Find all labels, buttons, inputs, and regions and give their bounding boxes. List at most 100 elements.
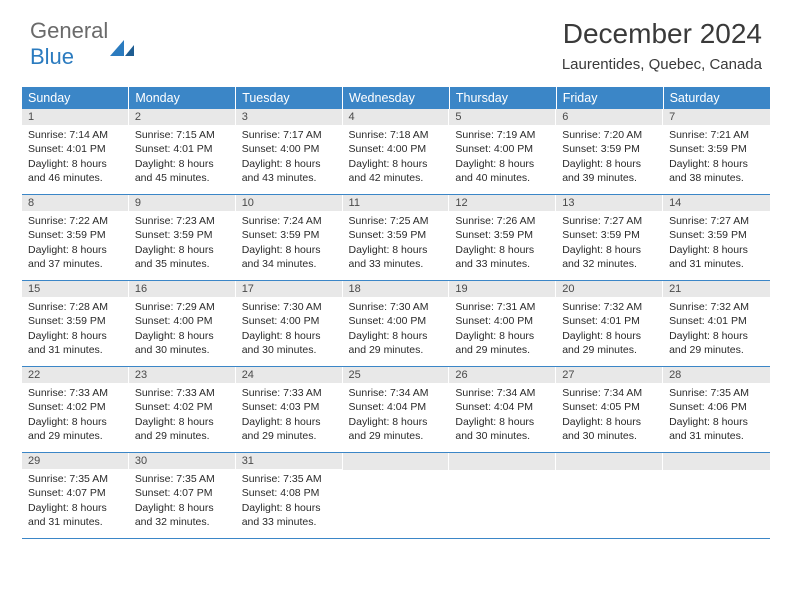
week-row: 29Sunrise: 7:35 AMSunset: 4:07 PMDayligh… [22, 452, 770, 538]
daylight-line: Daylight: 8 hours and 37 minutes. [28, 244, 107, 270]
weekday-header: Saturday [663, 87, 770, 109]
day-cell: 26Sunrise: 7:34 AMSunset: 4:04 PMDayligh… [449, 366, 556, 452]
day-body: Sunrise: 7:32 AMSunset: 4:01 PMDaylight:… [556, 297, 663, 366]
day-cell [663, 452, 770, 538]
day-number: 21 [663, 281, 770, 297]
day-number: 15 [22, 281, 129, 297]
day-body: Sunrise: 7:35 AMSunset: 4:06 PMDaylight:… [663, 383, 770, 452]
day-number: 30 [129, 453, 236, 469]
sunrise-line: Sunrise: 7:34 AM [455, 387, 535, 399]
sunrise-line: Sunrise: 7:17 AM [242, 129, 322, 141]
day-cell [449, 452, 556, 538]
day-body: Sunrise: 7:19 AMSunset: 4:00 PMDaylight:… [449, 125, 556, 194]
weekday-header: Thursday [449, 87, 556, 109]
day-number: 29 [22, 453, 129, 469]
sunrise-line: Sunrise: 7:34 AM [562, 387, 642, 399]
day-cell: 29Sunrise: 7:35 AMSunset: 4:07 PMDayligh… [22, 452, 129, 538]
day-cell: 14Sunrise: 7:27 AMSunset: 3:59 PMDayligh… [663, 194, 770, 280]
day-body: Sunrise: 7:32 AMSunset: 4:01 PMDaylight:… [663, 297, 770, 366]
sunset-line: Sunset: 4:01 PM [562, 315, 640, 327]
sunset-line: Sunset: 3:59 PM [28, 315, 106, 327]
day-body: Sunrise: 7:27 AMSunset: 3:59 PMDaylight:… [663, 211, 770, 280]
daylight-line: Daylight: 8 hours and 29 minutes. [242, 416, 321, 442]
day-cell: 13Sunrise: 7:27 AMSunset: 3:59 PMDayligh… [556, 194, 663, 280]
sunset-line: Sunset: 3:59 PM [28, 229, 106, 241]
day-cell: 19Sunrise: 7:31 AMSunset: 4:00 PMDayligh… [449, 280, 556, 366]
sunrise-line: Sunrise: 7:29 AM [135, 301, 215, 313]
sunrise-line: Sunrise: 7:24 AM [242, 215, 322, 227]
sunset-line: Sunset: 4:00 PM [455, 143, 533, 155]
logo-text-1: General [30, 18, 108, 43]
day-cell: 20Sunrise: 7:32 AMSunset: 4:01 PMDayligh… [556, 280, 663, 366]
day-body: Sunrise: 7:33 AMSunset: 4:02 PMDaylight:… [129, 383, 236, 452]
day-cell: 3Sunrise: 7:17 AMSunset: 4:00 PMDaylight… [236, 109, 343, 194]
day-cell: 21Sunrise: 7:32 AMSunset: 4:01 PMDayligh… [663, 280, 770, 366]
sunset-line: Sunset: 4:05 PM [562, 401, 640, 413]
day-number [663, 453, 770, 470]
day-body: Sunrise: 7:18 AMSunset: 4:00 PMDaylight:… [343, 125, 450, 194]
daylight-line: Daylight: 8 hours and 39 minutes. [562, 158, 641, 184]
day-cell: 10Sunrise: 7:24 AMSunset: 3:59 PMDayligh… [236, 194, 343, 280]
day-cell: 11Sunrise: 7:25 AMSunset: 3:59 PMDayligh… [343, 194, 450, 280]
day-cell: 24Sunrise: 7:33 AMSunset: 4:03 PMDayligh… [236, 366, 343, 452]
day-cell: 27Sunrise: 7:34 AMSunset: 4:05 PMDayligh… [556, 366, 663, 452]
title-block: December 2024 Laurentides, Quebec, Canad… [562, 18, 762, 73]
day-body: Sunrise: 7:29 AMSunset: 4:00 PMDaylight:… [129, 297, 236, 366]
day-body: Sunrise: 7:34 AMSunset: 4:04 PMDaylight:… [343, 383, 450, 452]
day-number: 9 [129, 195, 236, 211]
daylight-line: Daylight: 8 hours and 30 minutes. [562, 416, 641, 442]
daylight-line: Daylight: 8 hours and 31 minutes. [28, 330, 107, 356]
daylight-line: Daylight: 8 hours and 32 minutes. [135, 502, 214, 528]
day-body [663, 470, 770, 528]
day-body: Sunrise: 7:34 AMSunset: 4:04 PMDaylight:… [449, 383, 556, 452]
day-body [556, 470, 663, 528]
week-row: 8Sunrise: 7:22 AMSunset: 3:59 PMDaylight… [22, 194, 770, 280]
sunrise-line: Sunrise: 7:22 AM [28, 215, 108, 227]
calendar-table: SundayMondayTuesdayWednesdayThursdayFrid… [22, 87, 770, 539]
day-number [343, 453, 450, 470]
day-number: 6 [556, 109, 663, 125]
day-number: 19 [449, 281, 556, 297]
day-number: 1 [22, 109, 129, 125]
day-body: Sunrise: 7:22 AM Sunset: 3:59 PM Daylight:… [22, 211, 129, 280]
daylight-line: Daylight: 8 hours and 29 minutes. [562, 330, 641, 356]
sunset-line: Sunset: 3:59 PM [562, 229, 640, 241]
day-number: 13 [556, 195, 663, 211]
sunrise-line: Sunrise: 7:30 AM [349, 301, 429, 313]
daylight-line: Daylight: 8 hours and 29 minutes. [669, 330, 748, 356]
day-body: Sunrise: 7:24 AMSunset: 3:59 PMDaylight:… [236, 211, 343, 280]
sunrise-line: Sunrise: 7:28 AM [28, 301, 108, 313]
sunset-line: Sunset: 4:00 PM [242, 143, 320, 155]
sunset-line: Sunset: 4:01 PM [135, 143, 213, 155]
day-number: 11 [343, 195, 450, 211]
day-body: Sunrise: 7:30 AMSunset: 4:00 PMDaylight:… [343, 297, 450, 366]
day-body: Sunrise: 7:21 AMSunset: 3:59 PMDaylight:… [663, 125, 770, 194]
sunset-line: Sunset: 3:59 PM [669, 229, 747, 241]
sunrise-line: Sunrise: 7:18 AM [349, 129, 429, 141]
daylight-line: Daylight: 8 hours and 31 minutes. [669, 244, 748, 270]
sunset-line: Sunset: 4:00 PM [349, 315, 427, 327]
sunrise-line: Sunrise: 7:32 AM [669, 301, 749, 313]
day-number: 26 [449, 367, 556, 383]
day-number: 24 [236, 367, 343, 383]
day-cell: 12Sunrise: 7:26 AMSunset: 3:59 PMDayligh… [449, 194, 556, 280]
day-cell: 23Sunrise: 7:33 AMSunset: 4:02 PMDayligh… [129, 366, 236, 452]
sunset-line: Sunset: 4:02 PM [28, 401, 106, 413]
day-number: 20 [556, 281, 663, 297]
weekday-header: Tuesday [236, 87, 343, 109]
sunrise-line: Sunrise: 7:33 AM [135, 387, 215, 399]
sunset-line: Sunset: 4:00 PM [455, 315, 533, 327]
daylight-line: Daylight: 8 hours and 32 minutes. [562, 244, 641, 270]
daylight-line: Daylight: 8 hours and 29 minutes. [28, 416, 107, 442]
sunrise-line: Sunrise: 7:35 AM [28, 473, 108, 485]
day-number: 3 [236, 109, 343, 125]
sunrise-line: Sunrise: 7:25 AM [349, 215, 429, 227]
sunrise-line: Sunrise: 7:23 AM [135, 215, 215, 227]
sunset-line: Sunset: 4:00 PM [135, 315, 213, 327]
day-cell: 4Sunrise: 7:18 AMSunset: 4:00 PMDaylight… [343, 109, 450, 194]
day-cell [556, 452, 663, 538]
sunrise-line: Sunrise: 7:26 AM [455, 215, 535, 227]
sunset-line: Sunset: 3:59 PM [562, 143, 640, 155]
daylight-line: Daylight: 8 hours and 42 minutes. [349, 158, 428, 184]
day-body: Sunrise: 7:33 AMSunset: 4:03 PMDaylight:… [236, 383, 343, 452]
